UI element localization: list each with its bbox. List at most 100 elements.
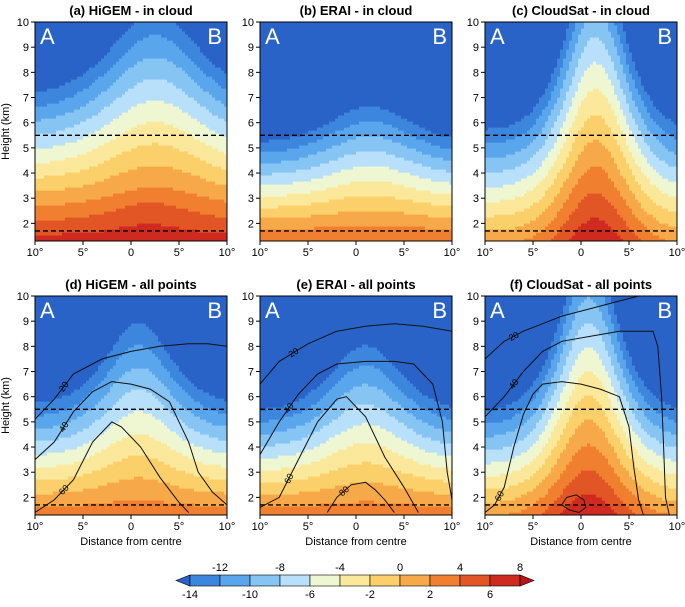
x-tick-label-e: 10° — [252, 521, 269, 533]
colorbar-label-top: 8 — [517, 562, 523, 574]
x-tick-label-b: 5° — [303, 247, 314, 259]
contour-label-20-f: 20 — [507, 330, 521, 344]
colorbar-bin — [219, 574, 251, 587]
corner-label-b-a: B — [207, 24, 222, 49]
y-tick-label-e: 4 — [248, 442, 254, 454]
y-tick-label-c: 10 — [467, 17, 479, 29]
y-tick-label-d: 9 — [23, 316, 29, 328]
colorbar-label-bottom: -6 — [305, 589, 315, 601]
x-tick-label-f: 5° — [528, 521, 539, 533]
colorbar-label-top: 4 — [457, 562, 463, 574]
colorbar-bin — [309, 574, 341, 587]
y-tick-label-d: 7 — [23, 367, 29, 379]
y-tick-label-a: 5 — [23, 143, 29, 155]
colorbar-label-bottom: 6 — [487, 589, 493, 601]
contour-label-80-e: 80 — [337, 484, 351, 498]
x-tick-label-b: 10° — [252, 247, 269, 259]
colorbar-label-top: -8 — [275, 562, 285, 574]
corner-label-a-e: A — [265, 298, 280, 323]
x-tick-label-d: 10° — [219, 521, 236, 533]
y-tick-label-f: 7 — [473, 367, 479, 379]
y-tick-label-c: 2 — [473, 218, 479, 230]
contour-40-d — [35, 381, 227, 506]
field-d — [35, 296, 227, 515]
contour-80-f — [561, 494, 587, 514]
y-tick-label-e: 7 — [248, 367, 254, 379]
field-a — [35, 22, 227, 241]
colorbar-label-top: 0 — [397, 562, 403, 574]
x-tick-label-f: 0 — [578, 521, 584, 533]
y-tick-label-b: 6 — [248, 118, 254, 130]
x-tick-label-c: 0 — [578, 247, 584, 259]
x-axis-label-f: Distance from centre — [530, 536, 631, 548]
y-tick-label-d: 6 — [23, 392, 29, 404]
contour-80-e — [326, 481, 395, 513]
y-tick-label-a: 6 — [23, 118, 29, 130]
y-tick-label-a: 2 — [23, 218, 29, 230]
x-axis-label-e: Distance from centre — [305, 536, 406, 548]
field-b — [260, 22, 452, 241]
x-tick-label-a: 5° — [174, 247, 185, 259]
y-tick-label-c: 8 — [473, 67, 479, 79]
x-tick-label-d: 5° — [174, 521, 185, 533]
colorbar-label-bottom: -14 — [182, 589, 198, 601]
x-axis-label-d: Distance from centre — [80, 536, 181, 548]
y-tick-label-e: 10 — [242, 291, 254, 303]
x-tick-label-f: 10° — [669, 521, 685, 533]
y-tick-label-a: 10 — [17, 17, 29, 29]
x-tick-label-f: 5° — [624, 521, 635, 533]
x-tick-label-d: 10° — [27, 521, 44, 533]
y-tick-label-c: 4 — [473, 168, 479, 180]
x-tick-label-b: 10° — [444, 247, 461, 259]
colorbar-label-top: -12 — [212, 562, 228, 574]
colorbar-bin — [459, 574, 491, 587]
y-tick-label-d: 2 — [23, 492, 29, 504]
colorbar-low-arrow — [175, 574, 191, 587]
corner-label-a-c: A — [490, 24, 505, 49]
y-tick-label-d: 5 — [23, 417, 29, 429]
x-tick-label-e: 0 — [353, 521, 359, 533]
y-tick-label-e: 8 — [248, 341, 254, 353]
x-tick-label-e: 5° — [303, 521, 314, 533]
colorbar-label-bottom: -10 — [242, 589, 258, 601]
x-tick-label-e: 5° — [399, 521, 410, 533]
y-tick-label-c: 3 — [473, 193, 479, 205]
colorbar-label-top: -4 — [335, 562, 345, 574]
y-tick-label-b: 4 — [248, 168, 254, 180]
contour-label-60-f: 60 — [493, 489, 507, 503]
contour-40-e — [260, 360, 452, 500]
contour-label-40-d: 40 — [57, 420, 71, 434]
panel-title-d: (d) HiGEM - all points — [65, 277, 196, 292]
y-axis-label-d: Height (km) — [0, 377, 12, 434]
panel-title-f: (f) CloudSat - all points — [510, 277, 652, 292]
contour-60-d — [35, 421, 189, 513]
y-tick-label-e: 6 — [248, 392, 254, 404]
colorbar-bin — [249, 574, 281, 587]
colorbar-bin — [339, 574, 371, 587]
panel-e: (e) ERAI - all points 20 40 60 80 A B 10° 5° 0 5° 1… — [242, 277, 461, 548]
contour-label-40-f: 40 — [507, 377, 521, 391]
corner-label-b-c: B — [657, 24, 672, 49]
y-tick-label-f: 8 — [473, 341, 479, 353]
contour-label-60-d: 60 — [57, 483, 71, 497]
x-tick-label-f: 10° — [477, 521, 494, 533]
colorbar-bin — [429, 574, 461, 587]
y-tick-label-a: 9 — [23, 42, 29, 54]
corner-label-a-a: A — [40, 24, 55, 49]
panel-title-a: (a) HiGEM - in cloud — [69, 3, 193, 18]
y-tick-label-f: 6 — [473, 392, 479, 404]
y-tick-label-b: 10 — [242, 17, 254, 29]
corner-label-b-b: B — [432, 24, 447, 49]
x-tick-label-a: 10° — [27, 247, 44, 259]
x-tick-label-d: 5° — [78, 521, 89, 533]
field-c — [485, 22, 677, 241]
y-tick-label-b: 3 — [248, 193, 254, 205]
colorbar-label-bottom: -2 — [365, 589, 375, 601]
x-tick-label-c: 10° — [477, 247, 494, 259]
contour-label-40-e: 40 — [282, 401, 296, 415]
panel-c: (c) CloudSat - in cloud A B 10° 5° 0 5° 10° 2 3 4 5… — [467, 3, 685, 259]
y-tick-label-a: 3 — [23, 193, 29, 205]
contour-label-60-e: 60 — [282, 472, 295, 485]
x-tick-label-c: 10° — [669, 247, 685, 259]
